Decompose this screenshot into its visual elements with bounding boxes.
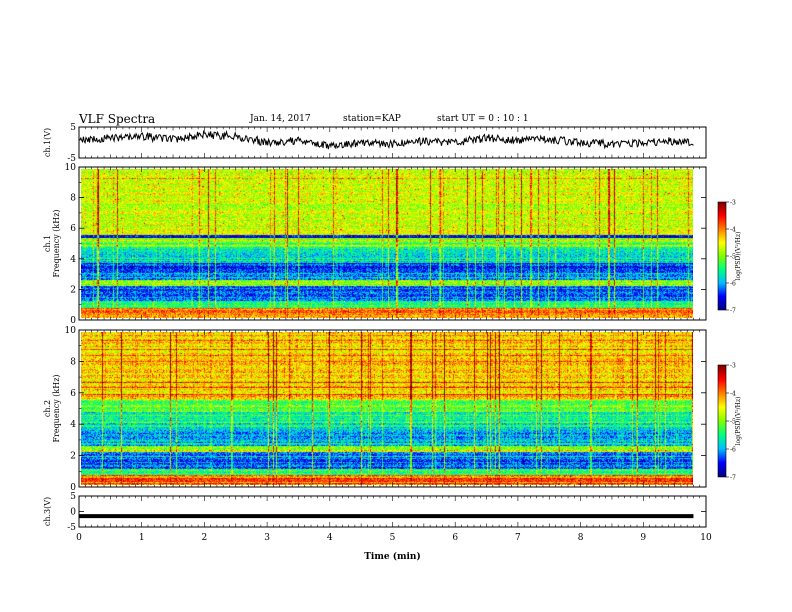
y-tick-label: 2 (70, 285, 76, 295)
y-tick-label: 4 (70, 255, 76, 265)
x-tick-label: 10 (700, 533, 712, 543)
y-axis-label: ch.2 (43, 400, 52, 417)
x-tick-label: 8 (578, 533, 584, 543)
colorbar-label: log(PSD)(V²/Hz) (735, 232, 742, 281)
x-tick-label: 9 (640, 533, 646, 543)
y-tick-label: 10 (65, 163, 77, 173)
colorbar-label: log(PSD)(V²/Hz) (735, 397, 742, 446)
x-tick-label: 4 (327, 533, 333, 543)
y-axis-label: Frequency (kHz) (52, 374, 61, 442)
colorbar-tick-label: -4 (730, 391, 736, 398)
y-tick-label: 2 (70, 452, 76, 462)
colorbar-tick-label: -3 (730, 200, 736, 207)
colorbar-tick-label: -4 (730, 227, 736, 234)
x-tick-label: 0 (76, 533, 82, 543)
x-tick-label: 5 (390, 533, 396, 543)
y-axis-label: Frequency (kHz) (52, 209, 61, 277)
colorbar-tick-label: -5 (730, 419, 736, 426)
y-tick-label: 5 (70, 123, 76, 133)
y-tick-label: 0 (70, 483, 76, 493)
x-tick-label: 1 (139, 533, 145, 543)
colorbar-tick-label: -3 (730, 363, 736, 370)
colorbar-tick-label: -7 (730, 308, 736, 315)
station-label: station=KAP (343, 114, 401, 124)
spectrogram-ch1 (81, 169, 693, 318)
y-tick-label: -5 (67, 154, 76, 164)
y-tick-label: 0 (70, 508, 76, 518)
spectrogram-ch2 (81, 332, 693, 485)
y-tick-label: 8 (70, 357, 76, 367)
start-time-label: start UT = 0 : 10 : 1 (437, 114, 529, 124)
x-tick-label: 2 (202, 533, 208, 543)
ch1-waveform-line (78, 129, 694, 150)
date-label: Jan. 14, 2017 (250, 114, 311, 124)
y-axis-label: ch.1 (43, 235, 52, 252)
y-tick-label: 10 (65, 326, 77, 336)
y-axis-label: ch.1(V) (43, 128, 52, 157)
y-tick-label: 8 (70, 194, 76, 204)
y-tick-label: 4 (70, 420, 76, 430)
y-tick-label: 6 (70, 224, 76, 234)
colorbar-tick-label: -6 (730, 447, 736, 454)
y-axis-label: ch.3(V) (43, 497, 52, 526)
colorbar-tick-label: -5 (730, 254, 736, 261)
colorbar-tick-label: -7 (730, 475, 736, 482)
chart-title: VLF Spectra (79, 112, 156, 126)
colorbar (718, 202, 726, 310)
colorbar-tick-label: -6 (730, 281, 736, 288)
y-tick-label: 0 (70, 316, 76, 326)
colorbar (718, 365, 726, 477)
x-tick-label: 6 (452, 533, 458, 543)
x-axis-label: Time (min) (364, 551, 421, 562)
y-tick-label: -5 (67, 523, 76, 533)
y-tick-label: 5 (70, 492, 76, 502)
y-tick-label: 6 (70, 389, 76, 399)
x-tick-label: 3 (264, 533, 270, 543)
x-tick-label: 7 (515, 533, 521, 543)
